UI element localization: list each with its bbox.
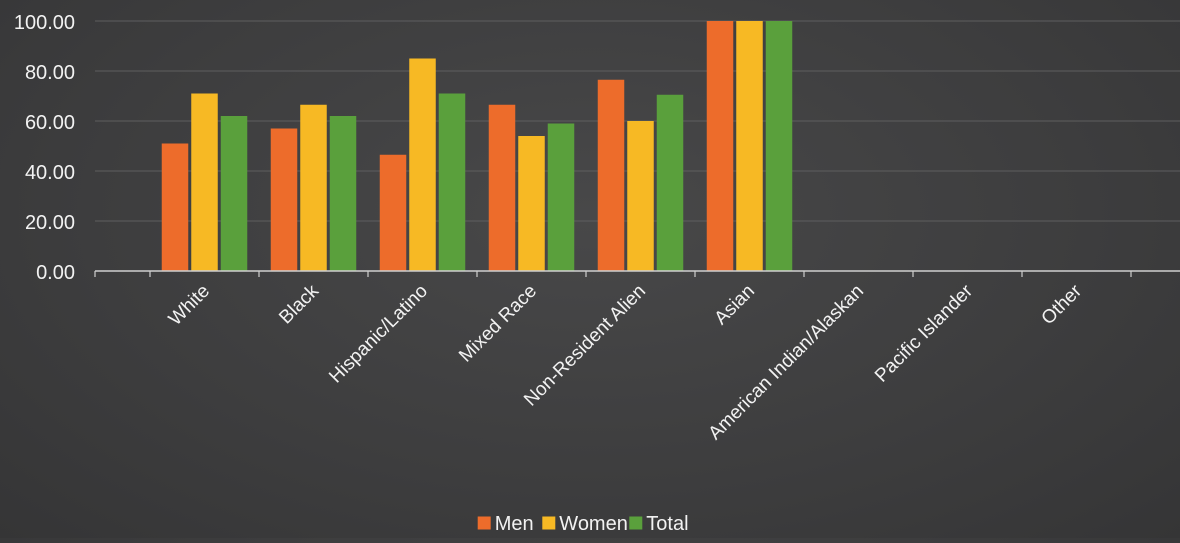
- y-tick-label: 40.00: [25, 162, 75, 184]
- bar-men: [706, 21, 734, 271]
- legend-label-women: Women: [559, 513, 628, 535]
- bar-total: [438, 93, 466, 271]
- bar-women: [191, 93, 218, 271]
- bar-total: [765, 21, 793, 271]
- y-tick-label: 80.00: [25, 62, 75, 84]
- y-tick-label: 100.00: [14, 12, 75, 34]
- x-tick-label: Asian: [711, 281, 759, 329]
- x-tick-label: White: [165, 281, 214, 330]
- legend-swatch-total: [629, 516, 643, 530]
- legend-swatch-men: [477, 516, 491, 530]
- bar-men: [270, 128, 298, 271]
- legend-swatch-women: [542, 516, 556, 530]
- x-tick-label: Hispanic/Latino: [325, 281, 432, 388]
- bar-men: [161, 143, 189, 271]
- bar-total: [547, 123, 575, 271]
- y-tick-label: 60.00: [25, 112, 75, 134]
- bars: [161, 21, 793, 271]
- bar-men: [379, 154, 407, 271]
- x-tick-label: Black: [275, 280, 323, 328]
- bar-women: [300, 104, 327, 271]
- bar-total: [220, 116, 248, 271]
- legend-label-total: Total: [646, 513, 688, 535]
- bar-women: [409, 58, 436, 271]
- bar-women: [518, 136, 545, 271]
- x-tick-label: Pacific Islander: [871, 280, 977, 386]
- y-tick-label: 0.00: [36, 262, 75, 284]
- bar-men: [597, 79, 625, 271]
- x-tick-label: Mixed Race: [455, 281, 541, 367]
- bar-women: [736, 21, 763, 271]
- x-tick-label: Non-Resident Alien: [520, 281, 650, 411]
- legend: Men Women Total: [477, 513, 689, 535]
- y-tick-label: 20.00: [25, 212, 75, 234]
- x-tick-label: Other: [1038, 280, 1087, 329]
- axes: 0.00 20.00 40.00 60.00 80.00 100.00 White Black…: [14, 12, 1180, 444]
- bar-total: [329, 116, 357, 271]
- bar-total: [656, 94, 684, 271]
- bar-women: [627, 121, 654, 271]
- bar-men: [488, 104, 516, 271]
- legend-label-men: Men: [495, 513, 534, 535]
